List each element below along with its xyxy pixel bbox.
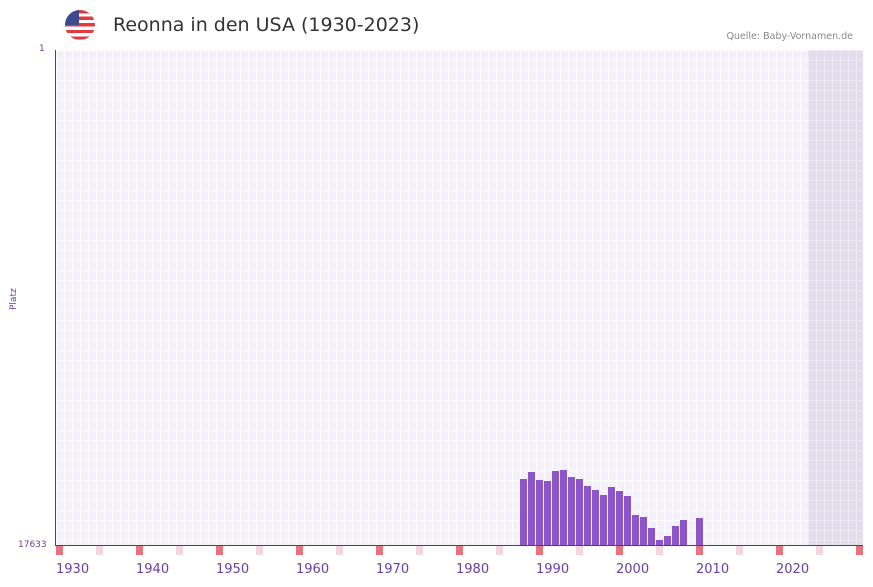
half-decade-tick xyxy=(176,546,183,555)
bar-1992[interactable] xyxy=(552,470,559,545)
bar-1994[interactable] xyxy=(568,477,575,545)
bar-2001[interactable] xyxy=(624,496,631,545)
bar-2007[interactable] xyxy=(672,526,679,545)
bar-1993[interactable] xyxy=(560,470,567,545)
decade-tick xyxy=(136,546,143,555)
half-decade-tick xyxy=(736,546,743,555)
decade-tick xyxy=(456,546,463,555)
decade-tick xyxy=(696,546,703,555)
half-decade-tick xyxy=(256,546,263,555)
half-decade-tick xyxy=(656,546,663,555)
decade-tick xyxy=(616,546,623,555)
bar-2005[interactable] xyxy=(656,540,663,545)
bar-1989[interactable] xyxy=(528,472,535,545)
bar-1998[interactable] xyxy=(600,495,607,545)
bar-2002[interactable] xyxy=(632,515,639,545)
y-axis-top-label: 1 xyxy=(39,44,45,54)
half-decade-tick xyxy=(416,546,423,555)
x-axis-label: 1970 xyxy=(376,562,410,577)
bar-1997[interactable] xyxy=(592,490,599,545)
decade-tick xyxy=(56,546,63,555)
bar-2006[interactable] xyxy=(664,536,671,545)
future-shaded-region xyxy=(808,50,863,545)
x-axis-label: 1980 xyxy=(456,562,490,577)
chart-title: Reonna in den USA (1930-2023) xyxy=(113,14,420,36)
y-axis-line xyxy=(55,50,56,546)
decade-tick xyxy=(216,546,223,555)
x-axis-label: 1950 xyxy=(216,562,250,577)
half-decade-tick xyxy=(496,546,503,555)
bar-1995[interactable] xyxy=(576,478,583,545)
source-label: Quelle: Baby-Vornamen.de xyxy=(726,31,853,42)
decade-tick xyxy=(776,546,783,555)
half-decade-tick xyxy=(96,546,103,555)
y-axis-bottom-label: 17633 xyxy=(18,540,47,550)
x-axis-line xyxy=(55,545,863,546)
y-axis-title: Platz xyxy=(9,288,19,310)
x-axis-label: 2010 xyxy=(696,562,730,577)
x-axis-label: 1990 xyxy=(536,562,570,577)
bar-1988[interactable] xyxy=(520,478,527,545)
decade-tick xyxy=(856,546,863,555)
x-axis-label: 1930 xyxy=(56,562,90,577)
x-axis-label: 2020 xyxy=(776,562,810,577)
bar-2003[interactable] xyxy=(640,517,647,545)
bar-2000[interactable] xyxy=(616,491,623,545)
decade-tick xyxy=(296,546,303,555)
bar-2008[interactable] xyxy=(680,520,687,545)
bar-1996[interactable] xyxy=(584,486,591,545)
bar-2004[interactable] xyxy=(648,528,655,545)
bar-1991[interactable] xyxy=(544,480,551,545)
half-decade-tick xyxy=(576,546,583,555)
x-axis-label: 2000 xyxy=(616,562,650,577)
bar-2010[interactable] xyxy=(696,518,703,545)
decade-tick xyxy=(376,546,383,555)
plot-area xyxy=(56,50,863,545)
x-axis-label: 1960 xyxy=(296,562,330,577)
decade-tick xyxy=(536,546,543,555)
bar-1999[interactable] xyxy=(608,486,615,545)
half-decade-tick xyxy=(336,546,343,555)
half-decade-tick xyxy=(816,546,823,555)
us-flag-icon xyxy=(65,10,95,40)
bar-1990[interactable] xyxy=(536,480,543,545)
x-axis-label: 1940 xyxy=(136,562,170,577)
